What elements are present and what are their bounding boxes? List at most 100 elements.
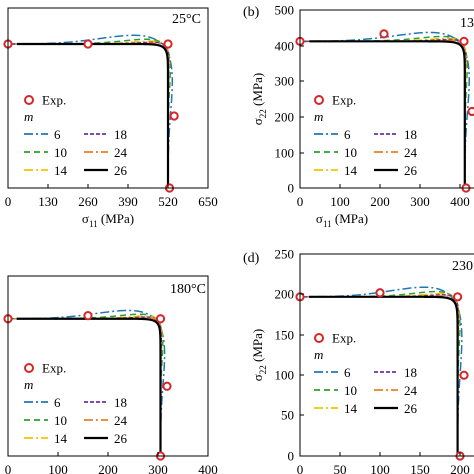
y-tick-label: 50	[281, 408, 294, 423]
series-group	[300, 31, 470, 188]
exp-point	[379, 29, 389, 39]
legend-exp-marker	[314, 95, 324, 105]
legend-exp-marker	[24, 95, 34, 105]
yield-curve-m-26	[16, 317, 162, 456]
exp-point	[155, 314, 166, 324]
legend-m-label: m	[24, 377, 33, 392]
y-tick-label: 100	[275, 368, 295, 383]
chart-panel-3: 0100200300400σ11 (MPa)180°CExp.m61014182…	[3, 275, 218, 474]
legend-label-m-14: 14	[54, 431, 68, 446]
exp-point	[459, 370, 469, 380]
x-tick-label: 0	[297, 462, 304, 474]
legend-label-m-24: 24	[404, 383, 418, 398]
x-tick-label: 100	[330, 194, 350, 209]
legend-label-m-26: 26	[114, 431, 128, 446]
yield-curve-m-6	[8, 34, 174, 188]
x-tick-label: 200	[370, 194, 390, 209]
legend-label-m-6: 6	[344, 365, 351, 380]
exp-point	[169, 111, 179, 121]
y-tick-label: 0	[288, 181, 295, 196]
x-tick-label: 0	[297, 194, 304, 209]
legend-label-m-10: 10	[344, 145, 357, 160]
temperature-label: 180°C	[170, 282, 206, 297]
plot-frame	[299, 253, 474, 457]
legend-label-m-26: 26	[404, 163, 418, 178]
legend-label-m-6: 6	[54, 395, 61, 410]
plot-frame	[7, 275, 209, 457]
plot-frame	[7, 7, 209, 189]
legend-label-m-18: 18	[404, 365, 417, 380]
x-tick-label: 0	[5, 462, 12, 474]
y-tick-label: 100	[275, 146, 295, 161]
exp-point	[453, 292, 463, 302]
legend-label-m-24: 24	[114, 145, 128, 160]
chart-panel-2: 0 100 200 300 400 0 100 200 300 400 500 σ11 (MPa) σ2…	[243, 3, 474, 229]
legend-exp-marker	[314, 333, 324, 343]
x-tick-label: 50	[334, 462, 347, 474]
x-tick-label: 130	[38, 194, 58, 209]
panel-label: (b)	[243, 5, 260, 20]
yield-curve-m-26	[308, 295, 459, 456]
legend-label-m-26: 26	[114, 163, 128, 178]
yield-curve-m-18	[302, 294, 460, 456]
panel-label: (d)	[243, 251, 260, 266]
legend-label-m-18: 18	[114, 395, 127, 410]
temperature-label: 25°C	[172, 12, 201, 27]
x-axis-label: σ11 (MPa)	[316, 211, 368, 229]
legend: Exp. m 6 10 14 18 24 26	[24, 93, 128, 178]
exp-point	[162, 381, 172, 391]
x-axis-label: σ11 (MPa)	[82, 211, 134, 229]
yield-curve-m-18	[10, 41, 170, 188]
x-tick-label: 390	[118, 194, 138, 209]
exp-point	[375, 288, 385, 298]
legend-exp-marker	[24, 363, 34, 373]
x-tick-label: 300	[410, 194, 430, 209]
legend-exp-label: Exp.	[42, 361, 66, 376]
x-tick-label: 200	[450, 462, 470, 474]
y-tick-label: 200	[275, 287, 295, 302]
yield-curve-m-26	[17, 42, 170, 188]
legend-label-m-10: 10	[54, 145, 67, 160]
yield-curve-m-24	[307, 295, 459, 456]
legend-label-m-6: 6	[344, 127, 351, 142]
legend-label-m-6: 6	[54, 127, 61, 142]
exp-point	[459, 36, 469, 46]
legend-label-m-14: 14	[344, 401, 358, 416]
yield-curve-m-24	[307, 39, 466, 188]
legend-label-m-18: 18	[114, 127, 127, 142]
exp-point	[83, 39, 93, 49]
legend-exp-label: Exp.	[332, 93, 356, 108]
chart-panel-4: 050100150200050100150200250σ11 (MPa)σ22 …	[243, 247, 474, 474]
legend: Exp. m 6 10 14 18 24 26	[314, 331, 418, 416]
exp-point	[163, 39, 173, 49]
yield-curve-m-14	[300, 37, 467, 188]
y-tick-label: 0	[288, 449, 295, 464]
exp-point	[83, 311, 93, 321]
legend-label-m-10: 10	[344, 383, 357, 398]
yield-curve-m-10	[300, 290, 461, 456]
x-tick-label: 100	[48, 462, 68, 474]
legend-exp-label: Exp.	[42, 93, 66, 108]
x-tick-label: 0	[5, 194, 12, 209]
yield-curve-m-6	[300, 286, 463, 456]
legend-label-m-26: 26	[404, 401, 418, 416]
legend-m-label: m	[24, 109, 33, 124]
legend-label-m-14: 14	[54, 163, 68, 178]
legend: Exp. m 6 10 14 18 24 26	[314, 93, 418, 178]
yield-curve-m-24	[15, 42, 170, 188]
x-tick-label: 650	[198, 194, 218, 209]
y-axis-label: σ22 (MPa)	[250, 73, 268, 125]
x-tick-label: 300	[148, 462, 168, 474]
x-tick-label: 150	[410, 462, 430, 474]
x-tick-label: 400	[198, 462, 218, 474]
yield-curve-m-24	[14, 317, 162, 456]
x-tick-label: 400	[450, 194, 470, 209]
legend-m-label: m	[314, 347, 323, 362]
legend-label-m-14: 14	[344, 163, 358, 178]
plot-frame	[299, 9, 474, 189]
yield-curve-m-26	[309, 40, 466, 188]
y-tick-label: 300	[275, 74, 295, 89]
y-tick-label: 250	[275, 247, 295, 262]
x-tick-label: 520	[158, 194, 178, 209]
